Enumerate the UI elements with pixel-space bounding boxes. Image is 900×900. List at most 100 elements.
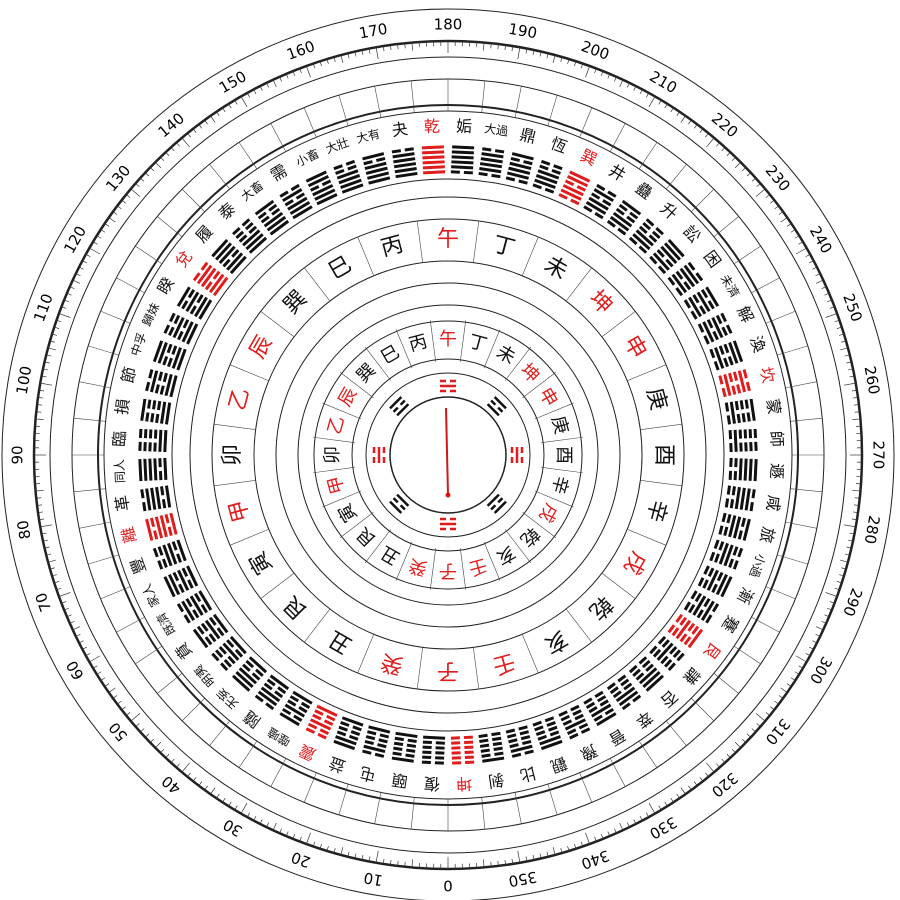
yao — [260, 215, 270, 224]
mountain: 壬 — [466, 554, 489, 579]
yao — [535, 730, 546, 736]
mountain: 寅 — [245, 547, 278, 579]
yao — [713, 539, 720, 549]
yao — [540, 739, 563, 751]
yao — [490, 504, 497, 511]
yao — [675, 270, 684, 280]
yao — [335, 735, 357, 746]
degree-tick — [112, 211, 118, 215]
mountain: 丑 — [324, 625, 356, 658]
yao — [229, 635, 247, 655]
yao — [703, 597, 711, 608]
divider — [777, 554, 808, 565]
degree-tick — [42, 368, 49, 371]
divider — [357, 634, 375, 674]
yao — [723, 373, 732, 397]
yao — [314, 188, 336, 201]
yao — [560, 714, 570, 722]
hexagram-name: 否 — [657, 686, 682, 711]
yao — [212, 613, 229, 634]
ring — [275, 282, 621, 628]
yao — [157, 342, 168, 364]
yao — [271, 207, 281, 216]
yao — [638, 656, 648, 665]
trigram — [510, 447, 524, 463]
degree-tick — [734, 162, 741, 169]
yao — [214, 242, 232, 261]
degree-tick — [75, 633, 81, 637]
degree-tick — [253, 815, 257, 821]
yao — [746, 412, 751, 422]
degree-tick — [839, 574, 845, 577]
hexagram-name: 損 — [112, 397, 133, 416]
yao — [620, 678, 630, 687]
divider — [481, 80, 486, 113]
hexagram-symbol — [697, 312, 733, 345]
hexagram-symbol — [176, 590, 213, 624]
yao — [422, 150, 445, 155]
divider — [338, 95, 349, 126]
degree-tick — [64, 607, 69, 611]
yao — [709, 551, 716, 562]
hexagram-name: 復 — [423, 774, 440, 794]
yao — [679, 616, 688, 626]
yao — [739, 400, 744, 410]
mountain: 辛 — [547, 473, 572, 496]
yao — [347, 164, 357, 171]
hexagram-name: 咸 — [763, 494, 784, 513]
yao — [345, 159, 356, 166]
hexagram-name: 師 — [767, 430, 787, 447]
hexagram-symbol — [140, 398, 172, 425]
hexagram-name: 无妄 — [213, 685, 241, 712]
yao — [244, 221, 254, 231]
hexagram-symbol — [505, 152, 534, 185]
yao — [196, 294, 204, 304]
hexagram-name: 姤 — [456, 117, 473, 137]
yao — [140, 398, 147, 421]
yao — [248, 225, 258, 234]
hexagram-name: 小畜 — [293, 146, 321, 170]
degree-label: 340 — [579, 846, 612, 873]
yao — [365, 166, 388, 175]
degree-tick — [852, 490, 861, 492]
degree-tick — [798, 665, 804, 669]
degree-tick — [121, 199, 126, 204]
yao — [173, 314, 181, 325]
divider — [483, 541, 501, 581]
yao — [395, 171, 418, 179]
yao — [478, 171, 488, 177]
yao — [742, 518, 751, 541]
yao — [157, 546, 164, 556]
degree-label: 90 — [9, 445, 27, 464]
divider — [777, 345, 808, 356]
yao — [667, 662, 676, 671]
yao — [687, 628, 704, 649]
hexagram-symbol — [628, 656, 664, 692]
hexagram-symbol — [333, 716, 364, 751]
degree-tick — [844, 553, 850, 556]
yao — [263, 211, 284, 228]
yao — [153, 458, 158, 481]
yao — [642, 221, 652, 231]
yao — [282, 188, 303, 203]
degree-tick — [594, 68, 597, 74]
hexagram-name: 臨 — [110, 430, 130, 447]
yao — [138, 459, 143, 482]
yao — [745, 381, 751, 392]
degree-tick — [829, 601, 835, 604]
yao — [242, 229, 261, 247]
hexagram-name: 中孚 — [127, 330, 149, 358]
divider — [116, 277, 145, 294]
yao — [570, 198, 580, 206]
yao — [731, 486, 736, 496]
yao — [544, 187, 555, 194]
yao — [145, 381, 151, 392]
yao — [167, 542, 178, 565]
degree-tick — [786, 683, 792, 687]
degree-tick — [319, 843, 322, 849]
hexagram-name: 萃 — [632, 707, 656, 732]
degree-tick — [670, 797, 674, 803]
degree-tick — [46, 553, 52, 556]
divider — [547, 784, 558, 815]
mountain: 艮 — [353, 523, 381, 551]
